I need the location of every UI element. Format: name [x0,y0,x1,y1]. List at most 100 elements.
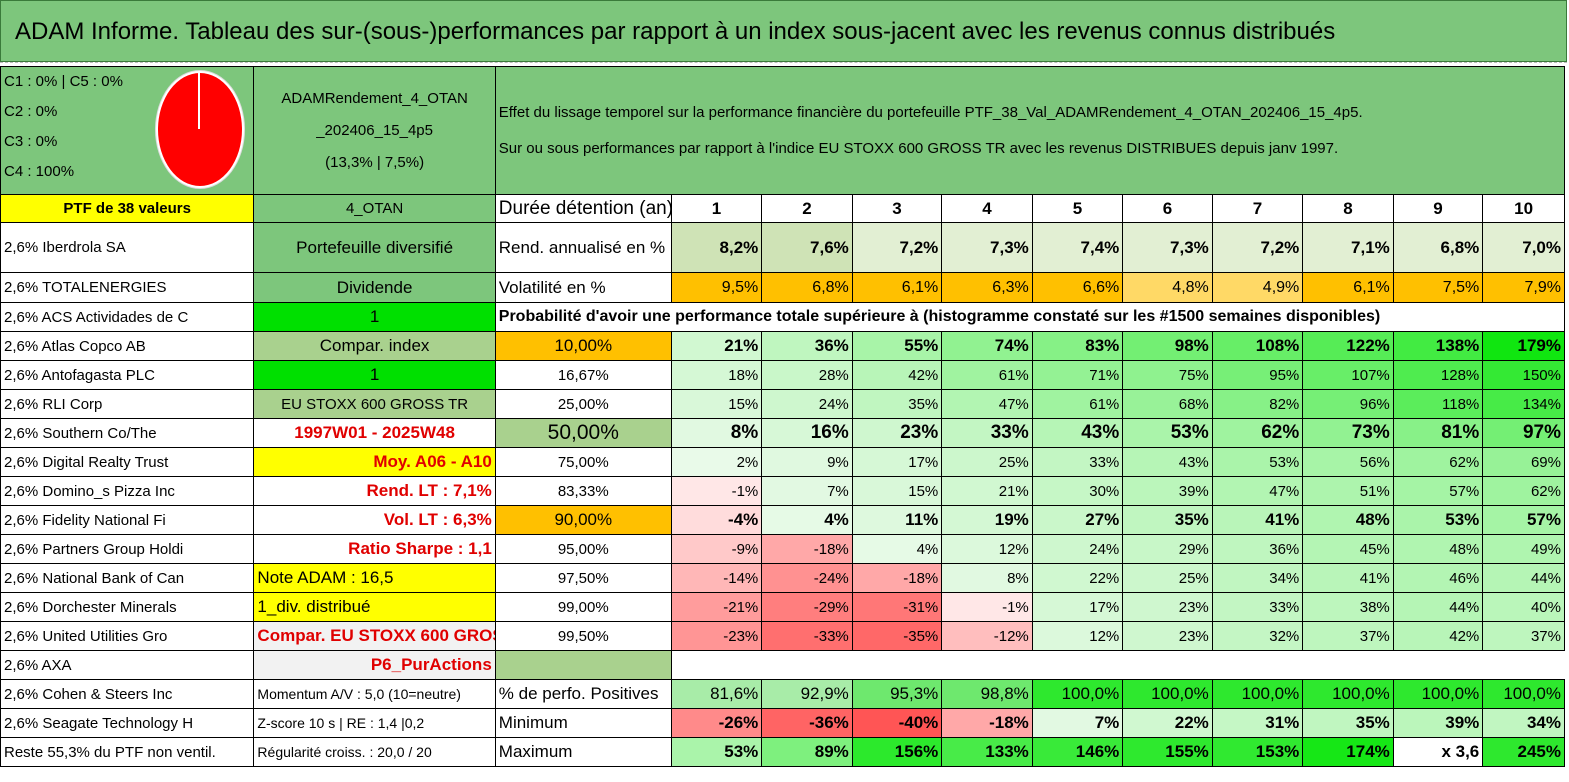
prob-value: 21% [670,331,763,361]
prob-value: 25% [1122,563,1213,593]
max-value: 133% [941,737,1033,767]
prob-value: 23% [851,418,943,448]
table-row: 2,6% RLI Corp EU STOXX 600 GROSS TR 25,00%… [0,389,1565,419]
prob-value: 62% [1392,447,1484,477]
performance-table: C1 : 0% | C5 : 0% C2 : 0% C3 : 0% C4 : 100%… [0,66,1566,767]
prob-value: 95% [1211,360,1304,390]
rend-value: 7,0% [1482,222,1565,273]
divider [0,62,1567,66]
year-header: 4 [941,194,1033,223]
prob-value: 118% [1392,389,1484,419]
prob-value: 24% [761,389,853,419]
max-value: 146% [1031,737,1124,767]
prob-value: 122% [1302,331,1394,361]
mid-cell: 1_div. distribué [253,592,496,622]
probability-level: 99,50% [494,621,672,651]
prob-value: 75% [1122,360,1213,390]
legend-item: C3 : 0% [4,133,58,150]
prob-value: 47% [941,389,1033,419]
prob-value: 57% [1392,476,1484,506]
prob-value: 8% [670,418,763,448]
min-value: 7% [1031,708,1124,738]
rend-value: 7,3% [941,222,1033,273]
mid-cell: Régularité croiss. : 20,0 / 20 [253,737,496,767]
prob-value: 53% [1122,418,1213,448]
rend-label: Rend. annualisé en % [494,222,672,273]
vol-value: 7,5% [1392,272,1484,303]
prob-value: 48% [1392,534,1484,564]
prob-value: 9% [761,447,853,477]
empty-cell [494,650,672,680]
rend-value: 7,2% [851,222,943,273]
prob-value: 82% [1211,389,1304,419]
prob-value: 33% [1211,592,1304,622]
year-header: 6 [1122,194,1213,223]
page-title: ADAM Informe. Tableau des sur-(sous-)per… [0,0,1567,62]
prob-value: 96% [1302,389,1394,419]
fund-stats: (13,3% | 7,5%) [325,153,425,171]
min-value: 35% [1302,708,1394,738]
holding-name: 2,6% Fidelity National Fi [0,505,255,535]
prob-value: 97% [1482,418,1565,448]
prob-value: 21% [941,476,1033,506]
prob-value: 62% [1211,418,1304,448]
positive-value: 100,0% [1482,679,1565,709]
mid-cell: Momentum A/V : 5,0 (10=neutre) [253,679,496,709]
mid-cell: Dividende [253,272,496,303]
mid-cell: 1 [253,360,496,390]
prob-value: 108% [1211,331,1304,361]
prob-value: 29% [1122,534,1213,564]
positive-value: 100,0% [1302,679,1394,709]
prob-value: 150% [1482,360,1565,390]
vol-value: 6,1% [1302,272,1394,303]
table-row: 2,6% AXA P6_PurActions [0,650,1565,680]
mid-cell: Vol. LT : 6,3% [253,505,496,535]
prob-value: 32% [1211,621,1304,651]
prob-value: 81% [1392,418,1484,448]
prob-value: -14% [670,563,763,593]
prob-value: 36% [761,331,853,361]
prob-value: -24% [761,563,853,593]
max-value: 245% [1482,737,1565,767]
max-value: 156% [851,737,943,767]
prob-value: 44% [1482,563,1565,593]
prob-value: 179% [1482,331,1565,361]
prob-value: 55% [851,331,943,361]
prob-value: -31% [851,592,943,622]
empty-cell [1482,302,1565,332]
prob-value: 47% [1211,476,1304,506]
positive-value: 100,0% [1031,679,1124,709]
prob-value: 4% [761,505,853,535]
prob-value: 57% [1482,505,1565,535]
prob-value: 24% [1031,534,1124,564]
prob-value: 35% [851,389,943,419]
prob-value: 49% [1482,534,1565,564]
probability-level: 25,00% [494,389,672,419]
fund-name: ADAMRendement_4_OTAN _202406_15_4p5 [281,89,468,139]
prob-value: 98% [1122,331,1213,361]
holding-name: 2,6% National Bank of Can [0,563,255,593]
prob-value: 22% [1031,563,1124,593]
table-row: 2,6% Antofagasta PLC 1 16,67% 18% 28% 42% 61% 7… [0,360,1565,390]
rend-value: 7,2% [1211,222,1304,273]
pos-label: % de perfo. Positives [494,679,672,709]
prob-value: 43% [1122,447,1213,477]
legend-item: C4 : 100% [4,163,75,180]
min-value: 22% [1122,708,1213,738]
mid-cell: Compar. index [253,331,496,361]
holding-name: 2,6% Atlas Copco AB [0,331,255,361]
positive-value: 92,9% [761,679,853,709]
prob-value: 53% [1392,505,1484,535]
prob-value: 8% [941,563,1033,593]
table-row: C1 : 0% | C5 : 0% C2 : 0% C3 : 0% C4 : 100%… [0,66,1566,195]
empty-area [671,651,1564,680]
table-row: 2,6% Iberdrola SA Portefeuille diversifié… [0,222,1565,273]
mid-cell: 1997W01 - 2025W48 [253,418,496,448]
prob-value: -29% [761,592,853,622]
positive-value: 95,3% [851,679,943,709]
year-header: 9 [1392,194,1484,223]
prob-value: 25% [941,447,1033,477]
prob-value: 51% [1302,476,1394,506]
probability-level: 75,00% [494,447,672,477]
prob-value: 30% [1031,476,1124,506]
